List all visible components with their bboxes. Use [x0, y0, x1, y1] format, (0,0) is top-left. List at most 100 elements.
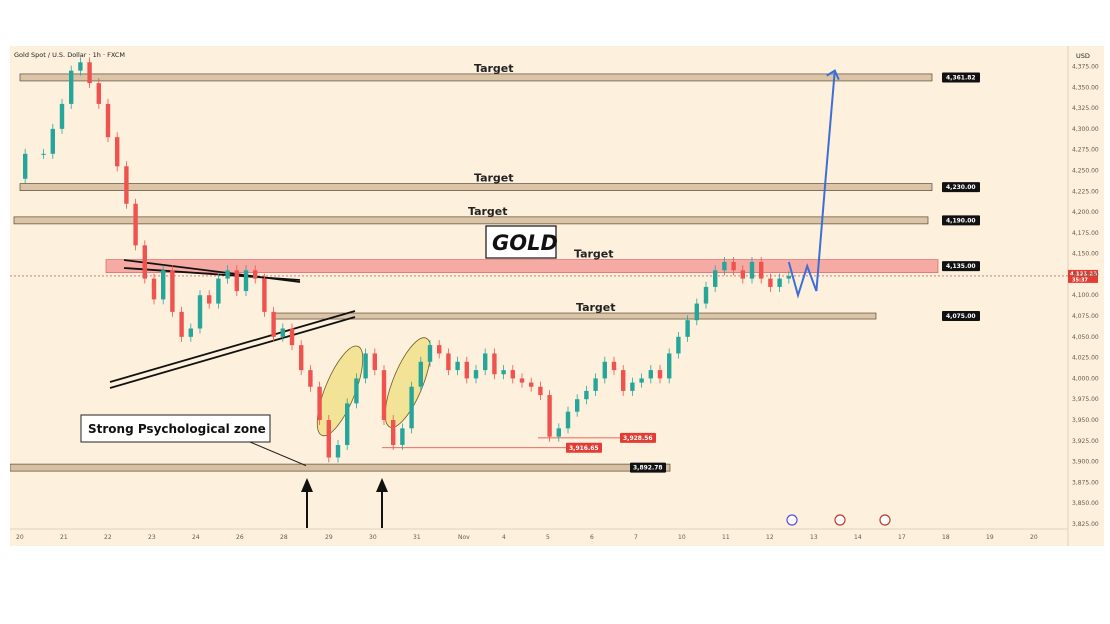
- event-icon: [834, 514, 846, 526]
- trendline: [109, 316, 356, 389]
- y-tick-label: 4,250.00: [1072, 167, 1099, 174]
- level-zone: [19, 73, 933, 82]
- price-candle: [722, 261, 727, 271]
- x-tick-label: 28: [280, 534, 288, 541]
- price-candle: [685, 320, 690, 337]
- price-candle: [317, 386, 322, 421]
- price-tag-bg: [942, 215, 980, 226]
- price-tag: 4,190.00: [946, 217, 976, 224]
- level-zone: [19, 183, 933, 191]
- x-tick-label: 10: [678, 534, 686, 541]
- highlight-ellipse: [316, 345, 364, 437]
- price-candle: [289, 328, 295, 346]
- price-candle: [713, 270, 718, 287]
- price-candle: [161, 270, 166, 300]
- price-candle: [133, 203, 138, 246]
- y-tick-label: 3,825.00: [1072, 521, 1099, 528]
- price-candle: [556, 428, 561, 437]
- price-candle: [243, 270, 249, 292]
- price-candle: [455, 361, 460, 371]
- price-layer: [23, 57, 791, 463]
- price-candle: [409, 386, 414, 429]
- price-candle: [538, 386, 543, 396]
- price-candle: [253, 270, 258, 279]
- price-candle: [786, 276, 791, 279]
- price-candle: [391, 420, 396, 445]
- price-candle: [464, 361, 469, 379]
- axes-layer: 4,375.00 4,350.00 4,325.00 4,300.00 4,275.00…: [16, 63, 1099, 541]
- price-candle: [372, 353, 377, 371]
- price-candle: [41, 153, 46, 155]
- price-candle: [473, 370, 479, 379]
- low-tag-bg: [566, 442, 602, 453]
- x-tick-label: Nov: [458, 534, 470, 541]
- price-candle: [170, 270, 175, 312]
- low-tag: 3,916.65: [569, 445, 599, 452]
- price-candle: [381, 370, 387, 421]
- zones-layer: [10, 73, 1068, 472]
- trendline: [123, 267, 301, 281]
- price-candle: [23, 153, 28, 179]
- y-tick-label: 4,100.00: [1072, 292, 1099, 299]
- chart-title: GOLD: [492, 231, 558, 255]
- level-zone: [105, 259, 939, 273]
- support-tag-bg: [630, 462, 666, 473]
- level-label: Target: [474, 62, 514, 75]
- y-tick-label: 4,175.00: [1072, 230, 1099, 237]
- low-tag: 3,928.56: [623, 435, 653, 442]
- price-candle: [740, 270, 745, 279]
- price-candle: [529, 382, 534, 387]
- y-tick-label: 4,300.00: [1072, 126, 1099, 133]
- price-candle: [768, 278, 773, 287]
- price-candle: [777, 278, 782, 287]
- price-candle: [87, 62, 92, 84]
- x-tick-label: 23: [148, 534, 156, 541]
- x-tick-label: 5: [546, 534, 550, 541]
- price-candle: [630, 382, 635, 391]
- price-tag: 4,230.00: [946, 184, 976, 191]
- event-icon: [786, 514, 798, 526]
- price-candle: [326, 420, 331, 458]
- price-candle: [151, 278, 157, 300]
- callout-label: Strong Psychological zone: [88, 422, 266, 436]
- chart-panel[interactable]: Gold Spot / U.S. Dollar · 1h · FXCM USD …: [10, 46, 1104, 546]
- price-candle: [593, 378, 598, 391]
- price-candle: [78, 62, 83, 71]
- price-candle: [363, 353, 368, 379]
- level-zone: [271, 312, 877, 320]
- price-candle: [179, 311, 184, 337]
- price-candle: [96, 83, 101, 104]
- price-candle: [584, 390, 589, 400]
- x-tick-label: 7: [634, 534, 638, 541]
- low-tag-bg: [620, 432, 656, 443]
- price-tag-bg: [942, 72, 980, 83]
- gold-price-chart[interactable]: Gold Spot / U.S. Dollar · 1h · FXCM USD …: [10, 46, 1104, 546]
- y-tick-label: 4,125.00: [1072, 271, 1099, 278]
- y-tick-label: 3,850.00: [1072, 500, 1099, 507]
- price-candle: [59, 103, 65, 129]
- price-candle: [519, 378, 525, 383]
- y-tick-label: 3,875.00: [1072, 479, 1099, 486]
- price-candle: [749, 261, 755, 279]
- y-tick-label: 4,350.00: [1072, 84, 1099, 91]
- x-tick-label: 24: [192, 534, 200, 541]
- price-candle: [676, 336, 681, 354]
- price-candle: [271, 311, 276, 337]
- price-candle: [207, 295, 212, 304]
- price-candle: [731, 261, 736, 271]
- x-tick-label: 11: [722, 534, 730, 541]
- level-label: Target: [468, 205, 508, 218]
- y-tick-label: 3,950.00: [1072, 417, 1099, 424]
- projection-arrowhead: [826, 69, 840, 81]
- price-candle: [492, 353, 497, 375]
- x-tick-label: 31: [413, 534, 421, 541]
- callout-box: [80, 414, 271, 443]
- y-tick-label: 4,025.00: [1072, 355, 1099, 362]
- x-tick-label: 12: [766, 534, 774, 541]
- price-candle: [667, 353, 672, 379]
- price-candle: [354, 378, 359, 404]
- current-price-tag: 4,123.23: [1070, 271, 1097, 277]
- price-candle: [602, 361, 607, 379]
- overlay-layer: Target 4,361.82 Target 4,230.00 Target 4,190.…: [80, 62, 1098, 528]
- level-label: Target: [576, 301, 616, 314]
